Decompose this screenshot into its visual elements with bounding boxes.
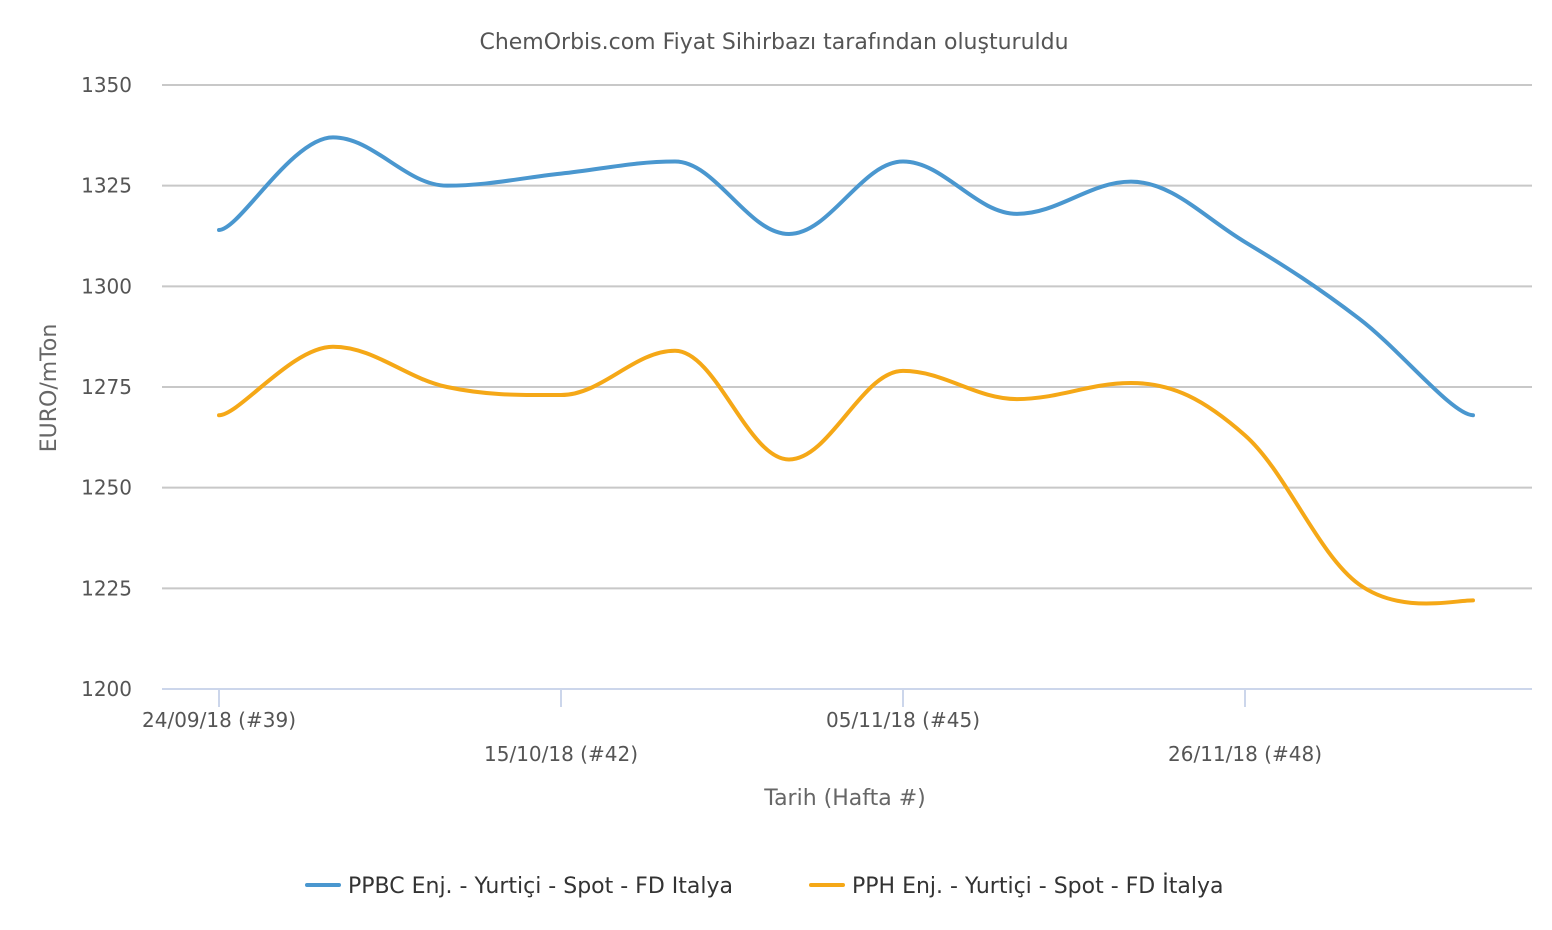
data-point[interactable] [1356, 581, 1362, 587]
data-point[interactable] [330, 134, 336, 140]
data-point[interactable] [786, 456, 792, 462]
x-tick-label: 15/10/18 (#42) [484, 742, 638, 766]
data-point[interactable] [1014, 396, 1020, 402]
y-tick-label: 1275 [81, 375, 132, 399]
y-axis-title: EURO/mTon [37, 324, 62, 453]
x-tick-label: 24/09/18 (#39) [142, 708, 296, 732]
series-line-pph[interactable] [217, 344, 1475, 606]
grid [162, 84, 1532, 590]
x-tick-label: 05/11/18 (#45) [826, 708, 980, 732]
y-tick-label: 1225 [81, 576, 132, 600]
data-point[interactable] [672, 159, 678, 165]
legend-item-pph[interactable]: PPH Enj. - Yurtiçi - Spot - FD İtalya [809, 873, 1223, 899]
legend-label-ppbc: PPBC Enj. - Yurtiçi - Spot - FD Italya [348, 874, 733, 899]
data-point[interactable] [216, 412, 222, 418]
data-point[interactable] [1128, 179, 1134, 185]
data-point[interactable] [1356, 316, 1362, 322]
y-tick-label: 1250 [81, 476, 132, 500]
legend-label-pph: PPH Enj. - Yurtiçi - Spot - FD İtalya [852, 873, 1223, 899]
data-point[interactable] [672, 348, 678, 354]
legend-item-ppbc[interactable]: PPBC Enj. - Yurtiçi - Spot - FD Italya [305, 874, 733, 899]
y-tick-label: 1350 [81, 73, 132, 97]
data-point[interactable] [1470, 597, 1476, 603]
data-point[interactable] [786, 231, 792, 237]
data-point[interactable] [216, 227, 222, 233]
y-tick-label: 1325 [81, 174, 132, 198]
x-axis-title: Tarih (Hafta #) [763, 786, 925, 811]
data-point[interactable] [330, 344, 336, 350]
series-line-ppbc[interactable] [217, 135, 1475, 418]
data-point[interactable] [558, 392, 564, 398]
data-point[interactable] [1242, 432, 1248, 438]
x-tick-label: 26/11/18 (#48) [1168, 742, 1322, 766]
data-point[interactable] [1128, 380, 1134, 386]
data-point[interactable] [1470, 412, 1476, 418]
chart-subtitle: ChemOrbis.com Fiyat Sihirbazı tarafından… [479, 30, 1068, 55]
data-point[interactable] [900, 159, 906, 165]
y-tick-label: 1300 [81, 274, 132, 298]
x-axis-ticks: 24/09/18 (#39) 15/10/18 (#42) 05/11/18 (#4… [142, 689, 1322, 766]
data-point[interactable] [444, 384, 450, 390]
data-point[interactable] [900, 368, 906, 374]
y-tick-label: 1200 [81, 677, 132, 701]
data-point[interactable] [1014, 211, 1020, 217]
data-point[interactable] [558, 171, 564, 177]
legend: PPBC Enj. - Yurtiçi - Spot - FD Italya P… [305, 873, 1223, 899]
data-point[interactable] [444, 183, 450, 189]
series [216, 134, 1476, 606]
data-point[interactable] [1242, 239, 1248, 245]
y-axis-tick-labels: 1200 1225 1250 1275 1300 1325 1350 [81, 73, 132, 701]
